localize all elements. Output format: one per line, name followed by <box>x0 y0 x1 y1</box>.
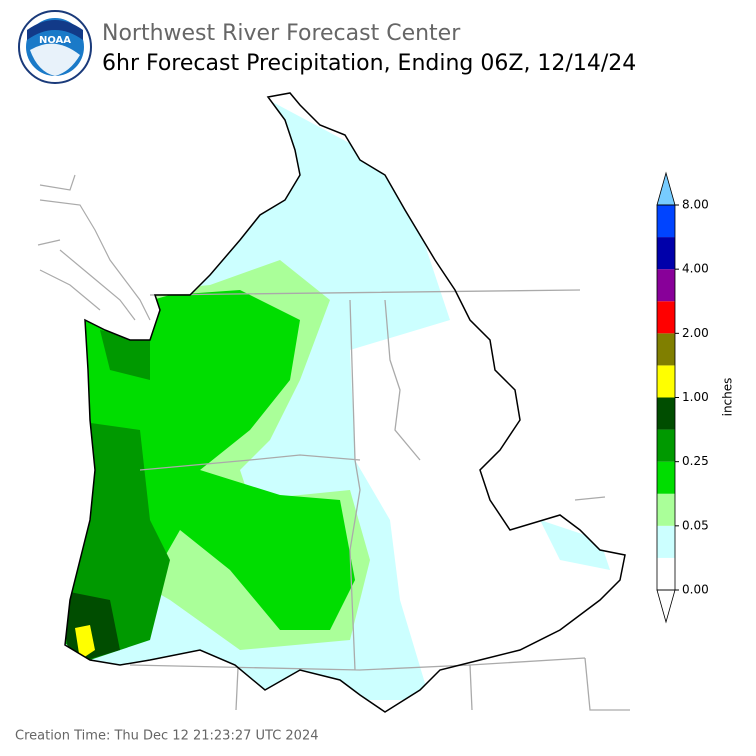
colorbar-bin <box>657 237 675 270</box>
colorbar-bin <box>657 269 675 302</box>
colorbar-bin <box>657 205 675 238</box>
colorbar-under <box>656 589 676 624</box>
colorbar-bin <box>657 557 675 590</box>
coastline <box>37 174 151 321</box>
colorbar-bin <box>657 525 675 558</box>
colorbar-tick-label: 8.00 <box>682 198 709 212</box>
state-borders <box>129 289 630 711</box>
colorbar-bin <box>657 301 675 334</box>
colorbar-bin <box>657 365 675 398</box>
colorbar-tick-label: 0.05 <box>682 518 709 532</box>
colorbar-tick-label: 4.00 <box>682 262 709 276</box>
colorbar-bin <box>657 429 675 462</box>
org-title: Northwest River Forecast Center <box>102 21 461 46</box>
colorbar-tick-label: 0.00 <box>682 583 709 597</box>
colorbar-bin <box>657 397 675 430</box>
colorbar-bin <box>657 461 675 494</box>
colorbar: 0.00 0.05 0.25 1.00 2.00 4.00 8.00 <box>656 171 709 624</box>
colorbar-over <box>656 171 676 206</box>
map-title: 6hr Forecast Precipitation, Ending 06Z, … <box>102 51 636 76</box>
colorbar-bin <box>657 493 675 526</box>
colorbar-label: inches <box>721 378 735 417</box>
creation-time: Creation Time: Thu Dec 12 21:23:27 UTC 2… <box>15 729 318 744</box>
colorbar-bin <box>657 333 675 366</box>
logo-text: NOAA <box>39 35 71 46</box>
colorbar-tick-label: 0.25 <box>682 454 709 468</box>
logo: NOAA <box>18 10 92 84</box>
colorbar-tick-label: 1.00 <box>682 390 709 404</box>
colorbar-tick-label: 2.00 <box>682 326 709 340</box>
